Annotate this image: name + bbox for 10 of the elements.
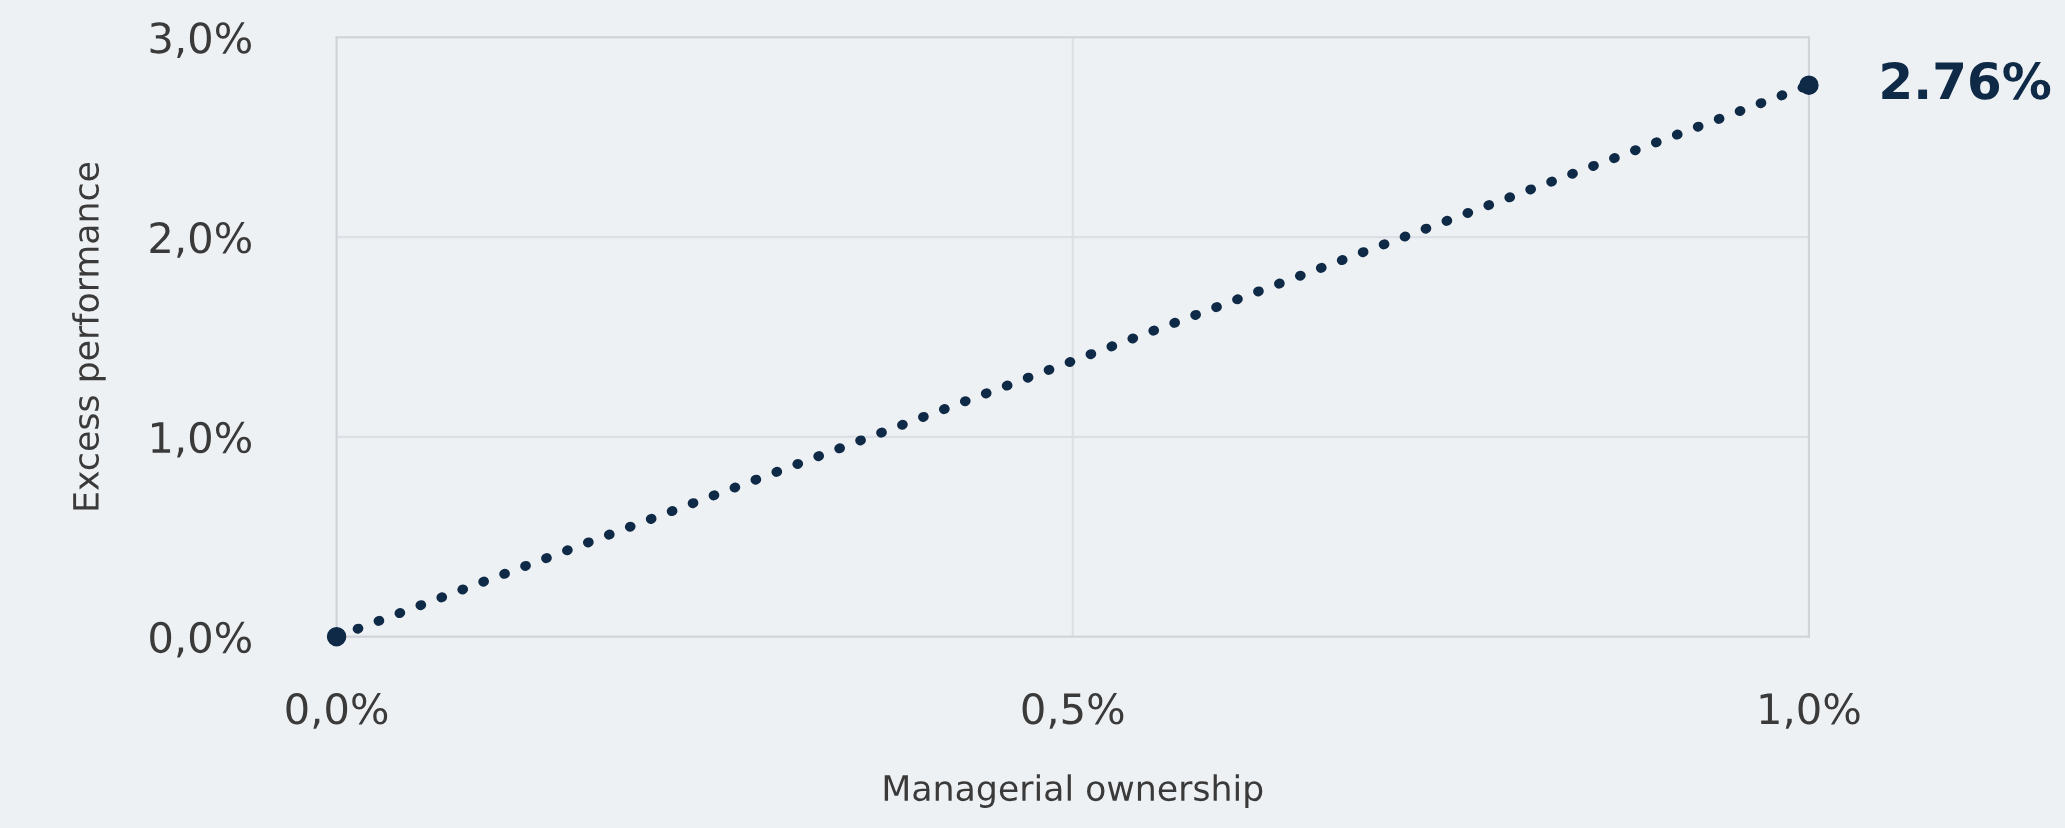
x-tick-label: 1,0% bbox=[1760, 693, 1860, 729]
x-axis-title: Managerial ownership bbox=[884, 774, 1263, 808]
x-tick-label: 0,5% bbox=[1022, 693, 1124, 729]
annotation: 2.76% bbox=[1882, 61, 2051, 100]
y-tick-label: 2,0% bbox=[150, 221, 251, 258]
y-axis-title: Excess performance bbox=[72, 162, 106, 510]
y-tick-label: 1,0% bbox=[151, 421, 251, 458]
y-tick-label: 3,0% bbox=[150, 22, 251, 58]
y-tick-label: 0,0% bbox=[150, 621, 251, 658]
x-tick-label: 0,0% bbox=[286, 693, 388, 729]
